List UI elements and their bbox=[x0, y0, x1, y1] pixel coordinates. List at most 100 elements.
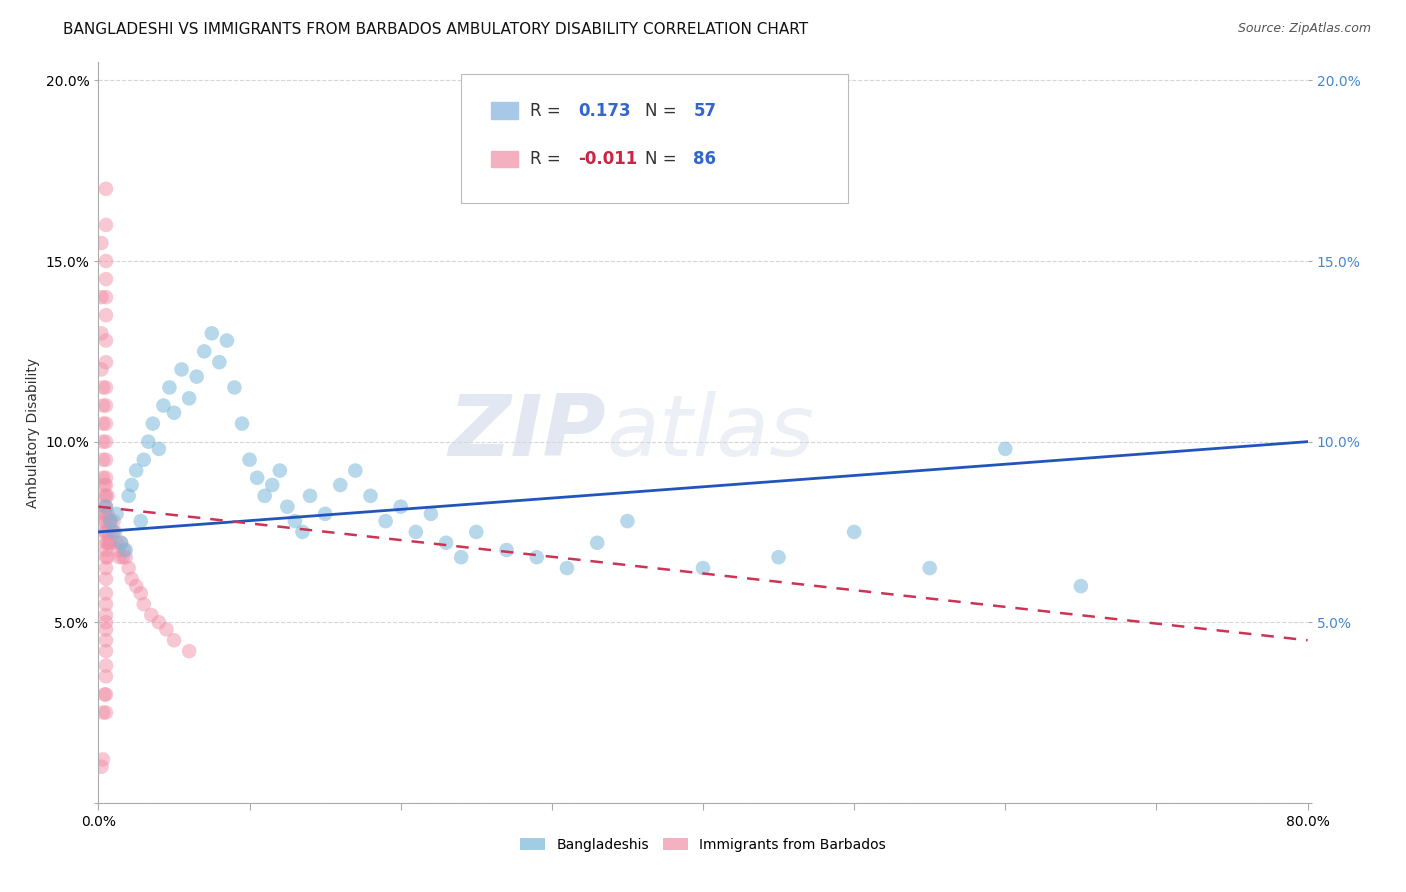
Point bbox=[90, 362, 112, 376]
Point bbox=[91, 417, 114, 431]
Point bbox=[94, 507, 117, 521]
Point bbox=[121, 478, 143, 492]
Point bbox=[132, 597, 155, 611]
Point bbox=[98, 524, 121, 539]
Point bbox=[314, 507, 336, 521]
Point bbox=[186, 369, 208, 384]
Point bbox=[434, 535, 457, 549]
Point bbox=[344, 464, 367, 478]
Point bbox=[93, 478, 115, 492]
Point bbox=[94, 417, 117, 431]
Point bbox=[94, 561, 117, 575]
Point bbox=[94, 500, 117, 514]
Point bbox=[526, 550, 548, 565]
Bar bbox=[492, 151, 517, 167]
Point bbox=[100, 514, 122, 528]
Point bbox=[201, 326, 224, 341]
Point bbox=[299, 489, 322, 503]
Point bbox=[101, 524, 124, 539]
Point bbox=[389, 500, 412, 514]
Point bbox=[103, 524, 125, 539]
Point bbox=[90, 326, 112, 341]
Point bbox=[110, 535, 132, 549]
Text: R =: R = bbox=[530, 102, 567, 120]
Point bbox=[616, 514, 638, 528]
Point bbox=[94, 706, 117, 720]
Point bbox=[107, 543, 129, 558]
Point bbox=[118, 561, 141, 575]
Point bbox=[100, 535, 122, 549]
Point bbox=[91, 399, 114, 413]
Point bbox=[136, 434, 159, 449]
Point bbox=[94, 586, 117, 600]
Point bbox=[93, 500, 115, 514]
Point bbox=[94, 478, 117, 492]
Point bbox=[94, 355, 117, 369]
Point bbox=[918, 561, 941, 575]
Point bbox=[94, 290, 117, 304]
Point bbox=[114, 543, 136, 558]
Point bbox=[94, 658, 117, 673]
Point bbox=[100, 514, 122, 528]
Point bbox=[239, 452, 262, 467]
Point bbox=[91, 452, 114, 467]
Point bbox=[94, 399, 117, 413]
Point bbox=[96, 524, 118, 539]
Point bbox=[94, 182, 117, 196]
Point bbox=[193, 344, 215, 359]
Point bbox=[94, 688, 117, 702]
Point bbox=[269, 464, 291, 478]
Point bbox=[93, 507, 115, 521]
Point bbox=[90, 760, 112, 774]
Text: N =: N = bbox=[645, 150, 682, 168]
Point bbox=[96, 507, 118, 521]
Point bbox=[125, 579, 148, 593]
Point bbox=[284, 514, 307, 528]
Point bbox=[98, 514, 121, 528]
Point bbox=[94, 308, 117, 322]
Point bbox=[94, 452, 117, 467]
Point bbox=[155, 623, 177, 637]
Point bbox=[495, 543, 517, 558]
Point bbox=[586, 535, 609, 549]
Point bbox=[179, 644, 201, 658]
Point bbox=[94, 597, 117, 611]
Point bbox=[105, 507, 128, 521]
Point bbox=[163, 633, 186, 648]
Point bbox=[110, 535, 132, 549]
Point bbox=[114, 550, 136, 565]
Point bbox=[152, 399, 174, 413]
Point bbox=[93, 524, 115, 539]
Point bbox=[555, 561, 578, 575]
Point bbox=[94, 218, 117, 232]
Point bbox=[94, 489, 117, 503]
Point bbox=[91, 380, 114, 394]
Point bbox=[91, 706, 114, 720]
Legend: Bangladeshis, Immigrants from Barbados: Bangladeshis, Immigrants from Barbados bbox=[513, 830, 893, 859]
Point bbox=[91, 471, 114, 485]
Point bbox=[94, 471, 117, 485]
Point bbox=[90, 290, 112, 304]
Point bbox=[94, 623, 117, 637]
Point bbox=[96, 535, 118, 549]
Point bbox=[91, 434, 114, 449]
Bar bbox=[492, 103, 517, 119]
Point bbox=[129, 586, 152, 600]
Point bbox=[159, 380, 181, 394]
Text: Source: ZipAtlas.com: Source: ZipAtlas.com bbox=[1237, 22, 1371, 36]
Point bbox=[105, 535, 128, 549]
Point bbox=[118, 489, 141, 503]
Point bbox=[98, 535, 121, 549]
Point bbox=[94, 272, 117, 286]
Point bbox=[104, 524, 127, 539]
Point bbox=[112, 543, 135, 558]
Point bbox=[163, 406, 186, 420]
Point bbox=[132, 452, 155, 467]
Point bbox=[94, 633, 117, 648]
Y-axis label: Ambulatory Disability: Ambulatory Disability bbox=[25, 358, 39, 508]
Point bbox=[148, 615, 170, 630]
Point bbox=[465, 524, 488, 539]
Point bbox=[111, 550, 134, 565]
Point bbox=[94, 644, 117, 658]
Point bbox=[121, 572, 143, 586]
